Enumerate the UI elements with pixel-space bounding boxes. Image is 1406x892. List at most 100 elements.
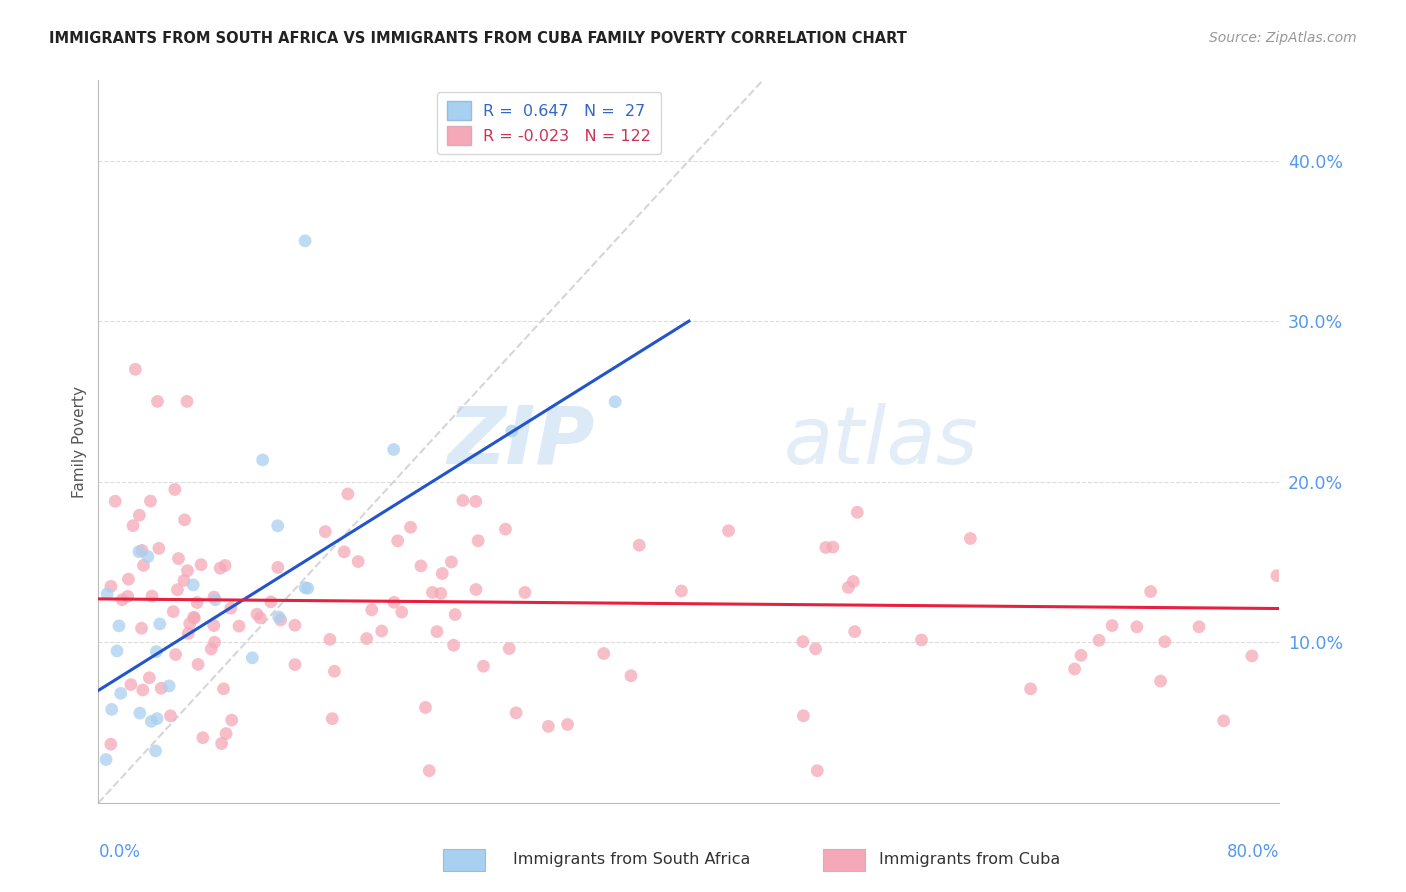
Point	[323, 665, 346, 679]
Point	[501, 424, 523, 438]
Point	[200, 642, 222, 657]
Point	[267, 610, 290, 624]
Point	[814, 541, 837, 555]
Point	[959, 532, 981, 546]
Point	[314, 524, 336, 539]
Point	[284, 657, 307, 672]
Point	[267, 560, 290, 574]
Point	[387, 533, 409, 548]
Point	[228, 619, 250, 633]
Point	[1149, 674, 1171, 689]
Point	[513, 585, 536, 599]
Point	[100, 737, 122, 751]
Point	[347, 555, 370, 569]
Point	[246, 607, 269, 622]
Point	[94, 752, 117, 766]
Point	[204, 592, 226, 607]
Text: Immigrants from Cuba: Immigrants from Cuba	[879, 853, 1060, 867]
Point	[270, 613, 292, 627]
Text: ZIP: ZIP	[447, 402, 595, 481]
Point	[219, 601, 242, 615]
Point	[215, 726, 238, 740]
Point	[356, 632, 378, 646]
Point	[111, 592, 134, 607]
Point	[124, 362, 146, 376]
Point	[432, 566, 454, 581]
Point	[444, 607, 467, 622]
Point	[163, 483, 186, 497]
Text: atlas: atlas	[783, 402, 979, 481]
Point	[1101, 618, 1123, 632]
Point	[105, 644, 128, 658]
Point	[1139, 584, 1161, 599]
Point	[837, 581, 859, 595]
Point	[132, 558, 155, 573]
Point	[183, 611, 205, 625]
Point	[717, 524, 740, 538]
Point	[159, 708, 181, 723]
Point	[1019, 681, 1042, 696]
Point	[221, 713, 243, 727]
Point	[1153, 634, 1175, 648]
Point	[157, 679, 180, 693]
Text: IMMIGRANTS FROM SOUTH AFRICA VS IMMIGRANTS FROM CUBA FAMILY POVERTY CORRELATION : IMMIGRANTS FROM SOUTH AFRICA VS IMMIGRAN…	[49, 31, 907, 46]
Point	[167, 551, 190, 566]
Point	[360, 603, 382, 617]
Text: 0.0%: 0.0%	[98, 843, 141, 861]
Point	[128, 706, 150, 720]
Point	[96, 587, 118, 601]
Point	[465, 582, 488, 597]
Point	[426, 624, 449, 639]
Point	[284, 618, 307, 632]
Point	[592, 647, 614, 661]
Point	[252, 453, 274, 467]
Point	[821, 540, 844, 554]
Point	[537, 719, 560, 733]
Point	[186, 595, 208, 609]
Point	[472, 659, 495, 673]
Point	[128, 544, 150, 558]
Point	[187, 657, 209, 672]
Point	[336, 487, 359, 501]
Point	[333, 545, 356, 559]
Point	[141, 714, 163, 729]
Point	[131, 621, 153, 635]
Point	[141, 589, 163, 603]
Point	[671, 584, 693, 599]
Point	[792, 634, 814, 648]
Point	[846, 505, 869, 519]
Point	[165, 648, 187, 662]
Point	[370, 624, 392, 638]
Point	[183, 610, 205, 624]
Point	[1126, 620, 1149, 634]
Point	[211, 737, 233, 751]
Point	[204, 635, 226, 649]
Point	[467, 533, 489, 548]
Point	[505, 706, 527, 720]
Point	[1212, 714, 1234, 728]
Point	[145, 744, 167, 758]
Point	[108, 619, 131, 633]
Y-axis label: Family Poverty: Family Poverty	[72, 385, 87, 498]
Point	[176, 564, 198, 578]
Point	[136, 549, 159, 564]
Point	[605, 394, 627, 409]
Point	[148, 541, 170, 556]
Point	[117, 590, 139, 604]
Point	[806, 764, 828, 778]
Point	[177, 626, 200, 640]
Point	[557, 717, 579, 731]
Point	[104, 494, 127, 508]
Point	[120, 677, 142, 691]
Point	[173, 513, 195, 527]
Point	[267, 518, 290, 533]
Point	[1240, 648, 1263, 663]
Point	[1188, 620, 1211, 634]
Point	[162, 605, 184, 619]
Point	[628, 538, 651, 552]
Point	[117, 572, 139, 586]
Point	[1070, 648, 1092, 663]
Point	[146, 712, 169, 726]
Point	[804, 641, 827, 656]
Point	[138, 671, 160, 685]
